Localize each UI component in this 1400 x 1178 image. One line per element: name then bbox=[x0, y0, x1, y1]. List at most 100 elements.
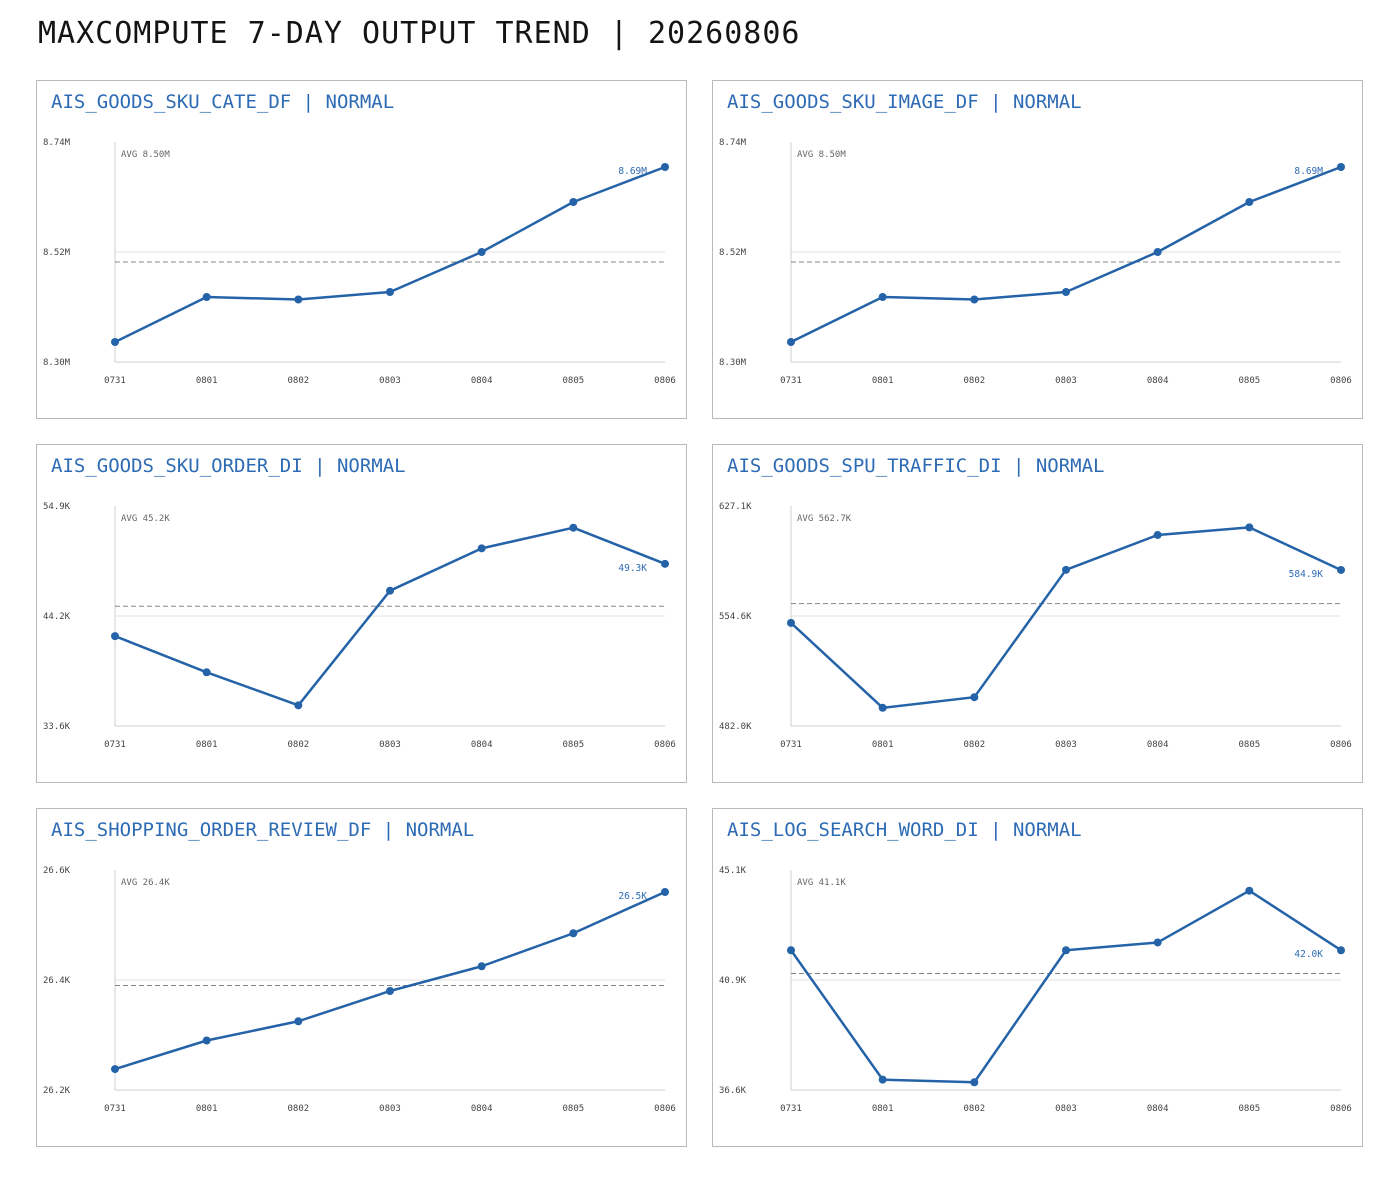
data-point bbox=[661, 163, 669, 171]
chart-title: AIS_GOODS_SKU_IMAGE_DF | NORMAL bbox=[727, 91, 1082, 113]
data-point bbox=[661, 559, 669, 568]
x-tick-label: 0801 bbox=[196, 1104, 218, 1114]
x-tick-label: 0803 bbox=[1055, 740, 1077, 750]
x-tick-label: 0731 bbox=[780, 1104, 802, 1114]
data-point bbox=[111, 1065, 119, 1074]
x-tick-label: 0803 bbox=[379, 376, 401, 386]
chart-panel-sku-order: AIS_GOODS_SKU_ORDER_DI | NORMAL 33.6K 44.… bbox=[36, 444, 687, 783]
x-tick-label: 0806 bbox=[654, 740, 676, 750]
data-point bbox=[970, 295, 979, 304]
data-point bbox=[878, 1075, 887, 1084]
last-value-label: 8.69M bbox=[1294, 166, 1323, 177]
x-tick-label: 0731 bbox=[104, 740, 126, 750]
data-point bbox=[787, 618, 795, 627]
data-point bbox=[1153, 938, 1162, 947]
page-title: MAXCOMPUTE 7-DAY OUTPUT TREND | 20260806 bbox=[38, 16, 801, 51]
x-tick-label: 0805 bbox=[1238, 1104, 1260, 1114]
x-tick-label: 0802 bbox=[287, 740, 309, 750]
y-tick-label: 8.52M bbox=[43, 248, 71, 258]
y-tick-label: 482.0K bbox=[719, 722, 752, 732]
data-point bbox=[1337, 946, 1345, 955]
last-value-label: 8.69M bbox=[618, 166, 647, 177]
x-tick-label: 0804 bbox=[1147, 376, 1169, 386]
data-point bbox=[1062, 288, 1070, 296]
y-tick-label: 554.6K bbox=[719, 612, 752, 622]
y-tick-label: 8.52M bbox=[719, 248, 747, 258]
series-line bbox=[114, 526, 666, 707]
y-tick-label: 26.2K bbox=[43, 1086, 71, 1096]
x-tick-label: 0806 bbox=[1330, 740, 1352, 750]
data-point bbox=[1245, 886, 1254, 895]
average-label: AVG 45.2K bbox=[121, 514, 170, 524]
data-point bbox=[569, 523, 578, 532]
x-tick-label: 0804 bbox=[471, 1104, 493, 1114]
last-value-label: 49.3K bbox=[618, 563, 647, 574]
x-tick-label: 0803 bbox=[1055, 376, 1077, 386]
data-point bbox=[294, 295, 303, 304]
y-tick-label: 44.2K bbox=[43, 612, 71, 622]
chart-title: AIS_GOODS_SKU_ORDER_DI | NORMAL bbox=[51, 455, 406, 477]
x-tick-label: 0802 bbox=[963, 740, 985, 750]
x-tick-label: 0801 bbox=[872, 740, 894, 750]
data-point bbox=[1337, 163, 1345, 171]
data-point bbox=[294, 1017, 303, 1026]
x-tick-label: 0806 bbox=[1330, 376, 1352, 386]
x-tick-label: 0731 bbox=[780, 740, 802, 750]
y-tick-label: 8.30M bbox=[719, 358, 747, 368]
chart-panel-sku-image: AIS_GOODS_SKU_IMAGE_DF | NORMAL 8.30M 8.5… bbox=[712, 80, 1363, 419]
line-chart: 33.6K 44.2K 54.9K 0731 0801 0802 0803 0804 0805 0… bbox=[43, 502, 676, 750]
line-chart: 26.2K 26.4K 26.6K 0731 0801 0802 0803 0804 0805 0… bbox=[43, 866, 676, 1114]
x-tick-label: 0731 bbox=[780, 376, 802, 386]
x-tick-label: 0804 bbox=[1147, 1104, 1169, 1114]
y-tick-label: 45.1K bbox=[719, 866, 747, 876]
data-point bbox=[1062, 946, 1070, 955]
x-tick-label: 0804 bbox=[471, 376, 493, 386]
data-point bbox=[386, 586, 394, 595]
chart-panel-spu-traffic: AIS_GOODS_SPU_TRAFFIC_DI | NORMAL 482.0K… bbox=[712, 444, 1363, 783]
x-tick-label: 0804 bbox=[1147, 740, 1169, 750]
data-point bbox=[386, 987, 394, 995]
series-line bbox=[789, 889, 1342, 1084]
data-point bbox=[1153, 248, 1162, 256]
chart-panel-search-word: AIS_LOG_SEARCH_WORD_DI | NORMAL 36.6K 40.… bbox=[712, 808, 1363, 1147]
last-value-label: 584.9K bbox=[1289, 569, 1324, 580]
last-value-label: 26.5K bbox=[618, 891, 647, 902]
y-tick-label: 54.9K bbox=[43, 502, 71, 512]
chart-title: AIS_GOODS_SKU_CATE_DF | NORMAL bbox=[51, 91, 395, 113]
x-tick-label: 0806 bbox=[654, 1104, 676, 1114]
data-point bbox=[970, 1078, 979, 1087]
x-tick-label: 0805 bbox=[1238, 376, 1260, 386]
x-tick-label: 0731 bbox=[104, 376, 126, 386]
data-point bbox=[202, 668, 211, 677]
x-tick-label: 0802 bbox=[963, 376, 985, 386]
x-tick-label: 0801 bbox=[872, 1104, 894, 1114]
series-line bbox=[790, 165, 1342, 344]
series-line bbox=[114, 890, 666, 1071]
data-point bbox=[477, 962, 486, 971]
data-point bbox=[569, 929, 578, 938]
data-point bbox=[111, 338, 119, 346]
data-point bbox=[202, 293, 211, 301]
y-tick-label: 8.30M bbox=[43, 358, 71, 368]
data-point bbox=[878, 703, 887, 712]
line-chart: 482.0K 554.6K 627.1K 0731 0801 0802 0803 0804 08… bbox=[719, 502, 1352, 750]
average-label: AVG 41.1K bbox=[797, 878, 846, 888]
x-tick-label: 0805 bbox=[562, 376, 584, 386]
x-tick-label: 0803 bbox=[1055, 1104, 1077, 1114]
y-tick-label: 8.74M bbox=[43, 138, 71, 148]
y-tick-label: 627.1K bbox=[719, 502, 752, 512]
x-tick-label: 0802 bbox=[963, 1104, 985, 1114]
data-point bbox=[477, 544, 486, 553]
chart-panel-order-review: AIS_SHOPPING_ORDER_REVIEW_DF | NORMAL 26… bbox=[36, 808, 687, 1147]
last-value-label: 42.0K bbox=[1294, 949, 1323, 960]
data-point bbox=[661, 888, 669, 896]
data-point bbox=[202, 1036, 211, 1045]
average-label: AVG 8.50M bbox=[121, 150, 170, 160]
x-tick-label: 0806 bbox=[1330, 1104, 1352, 1114]
x-tick-label: 0805 bbox=[562, 1104, 584, 1114]
data-point bbox=[477, 248, 486, 256]
x-tick-label: 0802 bbox=[287, 1104, 309, 1114]
x-tick-label: 0802 bbox=[287, 376, 309, 386]
x-tick-label: 0801 bbox=[196, 376, 218, 386]
data-point bbox=[1062, 565, 1070, 574]
